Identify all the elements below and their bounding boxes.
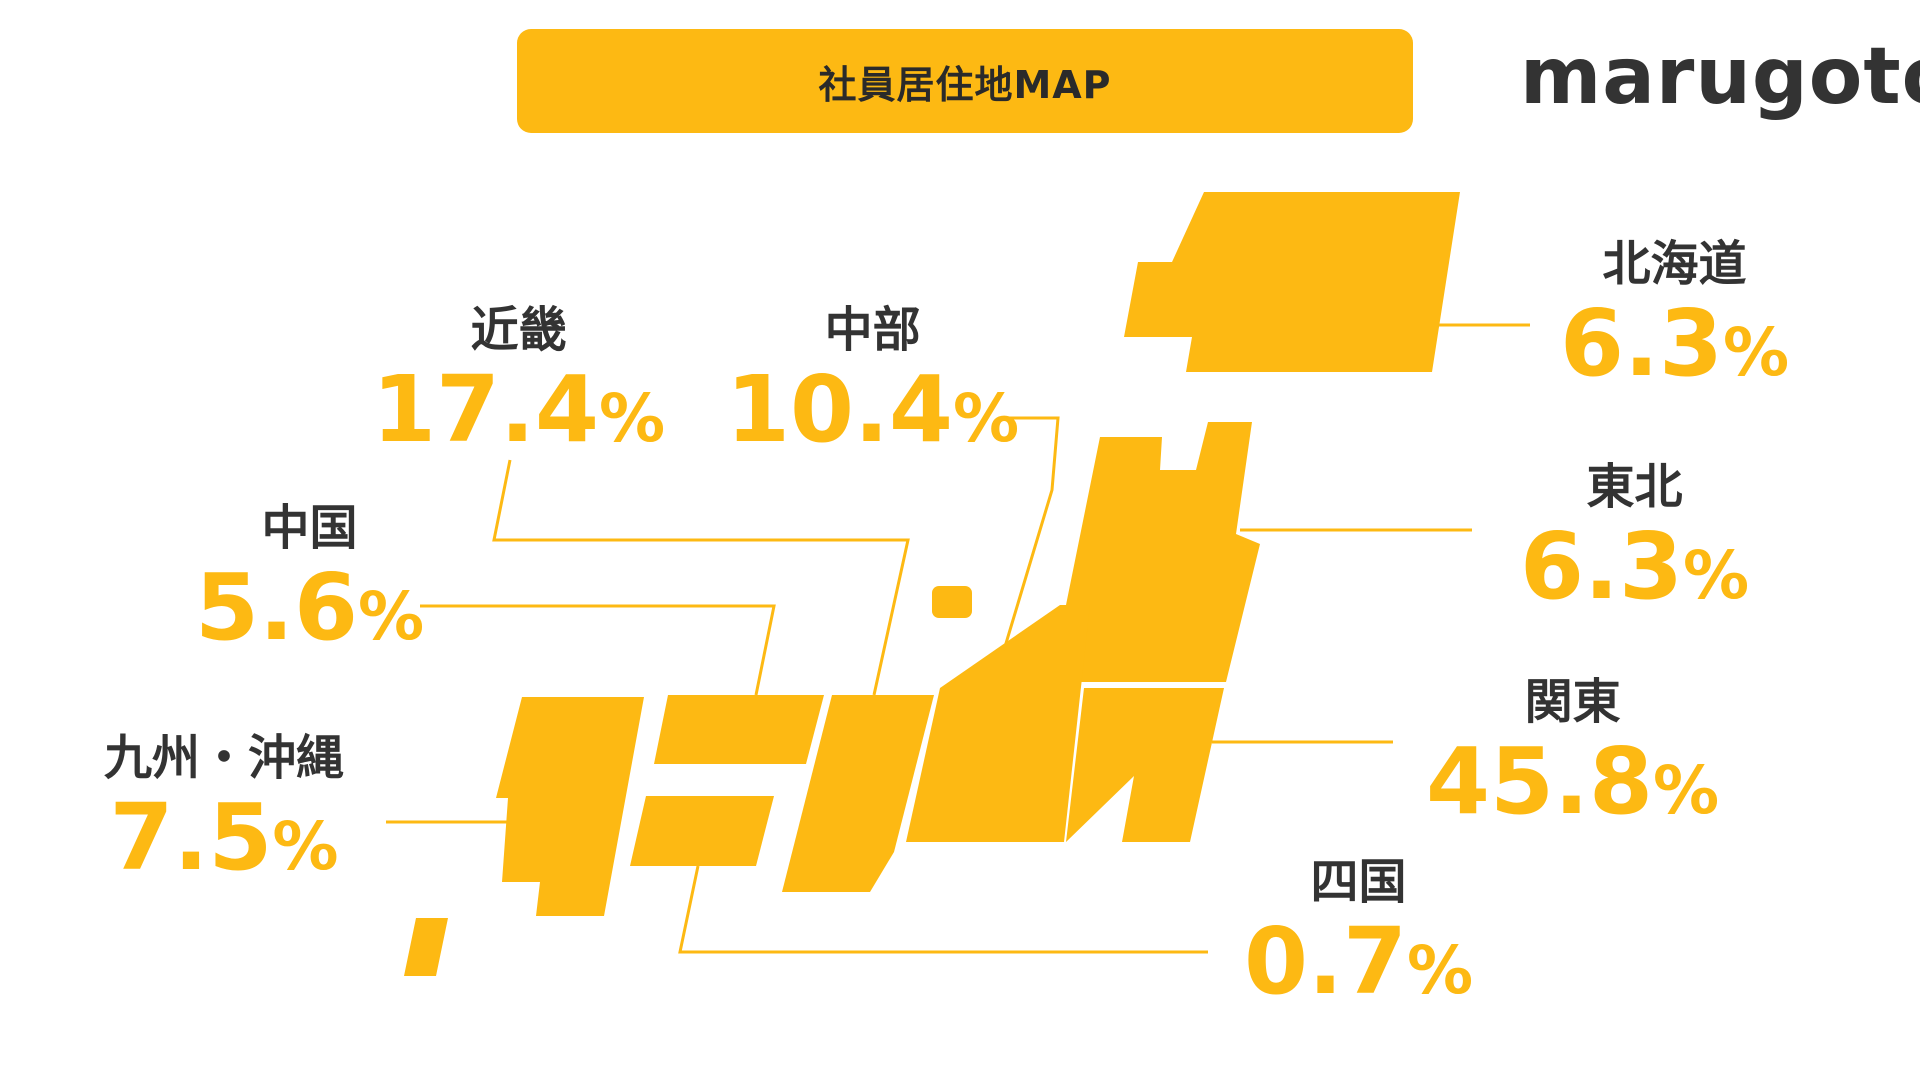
region-shape-kyushu xyxy=(496,697,644,916)
brand-logo: marugoto xyxy=(1520,32,1920,122)
region-label-kyushu-okinawa: 九州・沖縄 7.5% xyxy=(104,718,344,884)
region-percent: 7.5% xyxy=(109,784,339,891)
region-shape-chubu xyxy=(906,605,1090,842)
leader-line-chugoku xyxy=(420,604,776,696)
region-label-tohoku: 東北 6.3% xyxy=(1520,447,1749,613)
region-percent: 6.3% xyxy=(1520,513,1750,620)
region-percent: 0.7% xyxy=(1244,908,1474,1015)
region-name: 四国 xyxy=(1310,854,1407,910)
leader-line-kinki xyxy=(492,459,910,696)
region-name: 東北 xyxy=(1586,459,1683,515)
title-bar: 社員居住地MAP xyxy=(517,29,1413,133)
leader-line-chubu xyxy=(1000,416,1060,651)
region-name: 近畿 xyxy=(470,302,567,358)
island-sado xyxy=(932,586,972,618)
region-percent: 5.6% xyxy=(195,554,425,661)
region-label-chubu: 中部 10.4% xyxy=(726,290,1019,456)
region-percent: 10.4% xyxy=(726,356,1020,463)
region-shape-kanto xyxy=(1066,688,1224,842)
region-percent: 17.4% xyxy=(372,356,666,463)
page-title: 社員居住地MAP xyxy=(818,62,1112,107)
region-shape-chugoku xyxy=(654,695,824,764)
region-label-chugoku: 中国 5.6% xyxy=(195,488,424,654)
region-label-kanto: 関東 45.8% xyxy=(1426,662,1719,828)
region-shape-okinawa xyxy=(404,918,448,976)
leader-line-shikoku xyxy=(678,865,1208,954)
leader-lines xyxy=(386,323,1530,954)
region-shape-kinki xyxy=(782,695,934,892)
region-label-kinki: 近畿 17.4% xyxy=(372,290,665,456)
region-shape-tohoku xyxy=(1066,422,1260,682)
region-name: 九州・沖縄 xyxy=(104,730,345,786)
region-name: 関東 xyxy=(1524,674,1621,730)
region-shape-hokkaido xyxy=(1124,192,1460,372)
region-name: 中国 xyxy=(261,500,358,556)
region-percent: 45.8% xyxy=(1426,728,1720,835)
region-label-shikoku: 四国 0.7% xyxy=(1244,842,1473,1008)
region-name: 北海道 xyxy=(1602,236,1747,292)
region-shape-shikoku xyxy=(630,796,774,866)
region-label-hokkaido: 北海道 6.3% xyxy=(1560,224,1789,390)
region-percent: 6.3% xyxy=(1560,290,1790,397)
region-name: 中部 xyxy=(824,302,921,358)
